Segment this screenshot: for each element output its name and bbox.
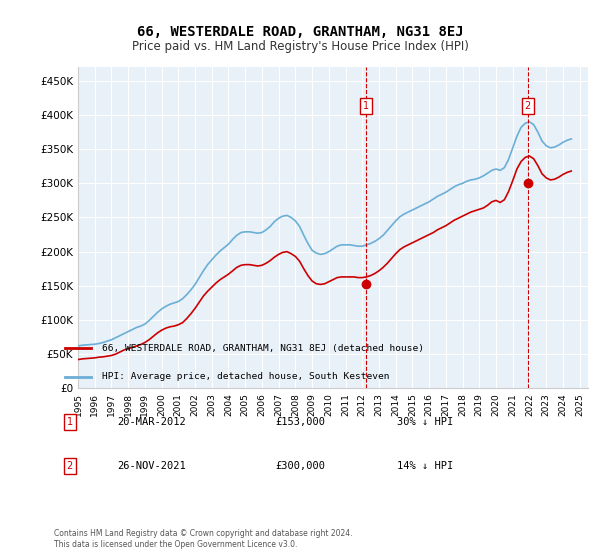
Text: 14% ↓ HPI: 14% ↓ HPI <box>397 461 454 471</box>
Text: £300,000: £300,000 <box>276 461 326 471</box>
Text: 20-MAR-2012: 20-MAR-2012 <box>118 417 186 427</box>
Text: £153,000: £153,000 <box>276 417 326 427</box>
Text: 30% ↓ HPI: 30% ↓ HPI <box>397 417 454 427</box>
Text: 1: 1 <box>67 417 73 427</box>
Text: 66, WESTERDALE ROAD, GRANTHAM, NG31 8EJ: 66, WESTERDALE ROAD, GRANTHAM, NG31 8EJ <box>137 25 463 39</box>
Text: Price paid vs. HM Land Registry's House Price Index (HPI): Price paid vs. HM Land Registry's House … <box>131 40 469 53</box>
Text: 2: 2 <box>67 461 73 471</box>
Text: 2: 2 <box>524 101 531 111</box>
Text: 26-NOV-2021: 26-NOV-2021 <box>118 461 186 471</box>
Text: HPI: Average price, detached house, South Kesteven: HPI: Average price, detached house, Sout… <box>101 372 389 381</box>
Text: 66, WESTERDALE ROAD, GRANTHAM, NG31 8EJ (detached house): 66, WESTERDALE ROAD, GRANTHAM, NG31 8EJ … <box>101 344 424 353</box>
Text: Contains HM Land Registry data © Crown copyright and database right 2024.
This d: Contains HM Land Registry data © Crown c… <box>54 529 353 549</box>
Text: 1: 1 <box>363 101 369 111</box>
